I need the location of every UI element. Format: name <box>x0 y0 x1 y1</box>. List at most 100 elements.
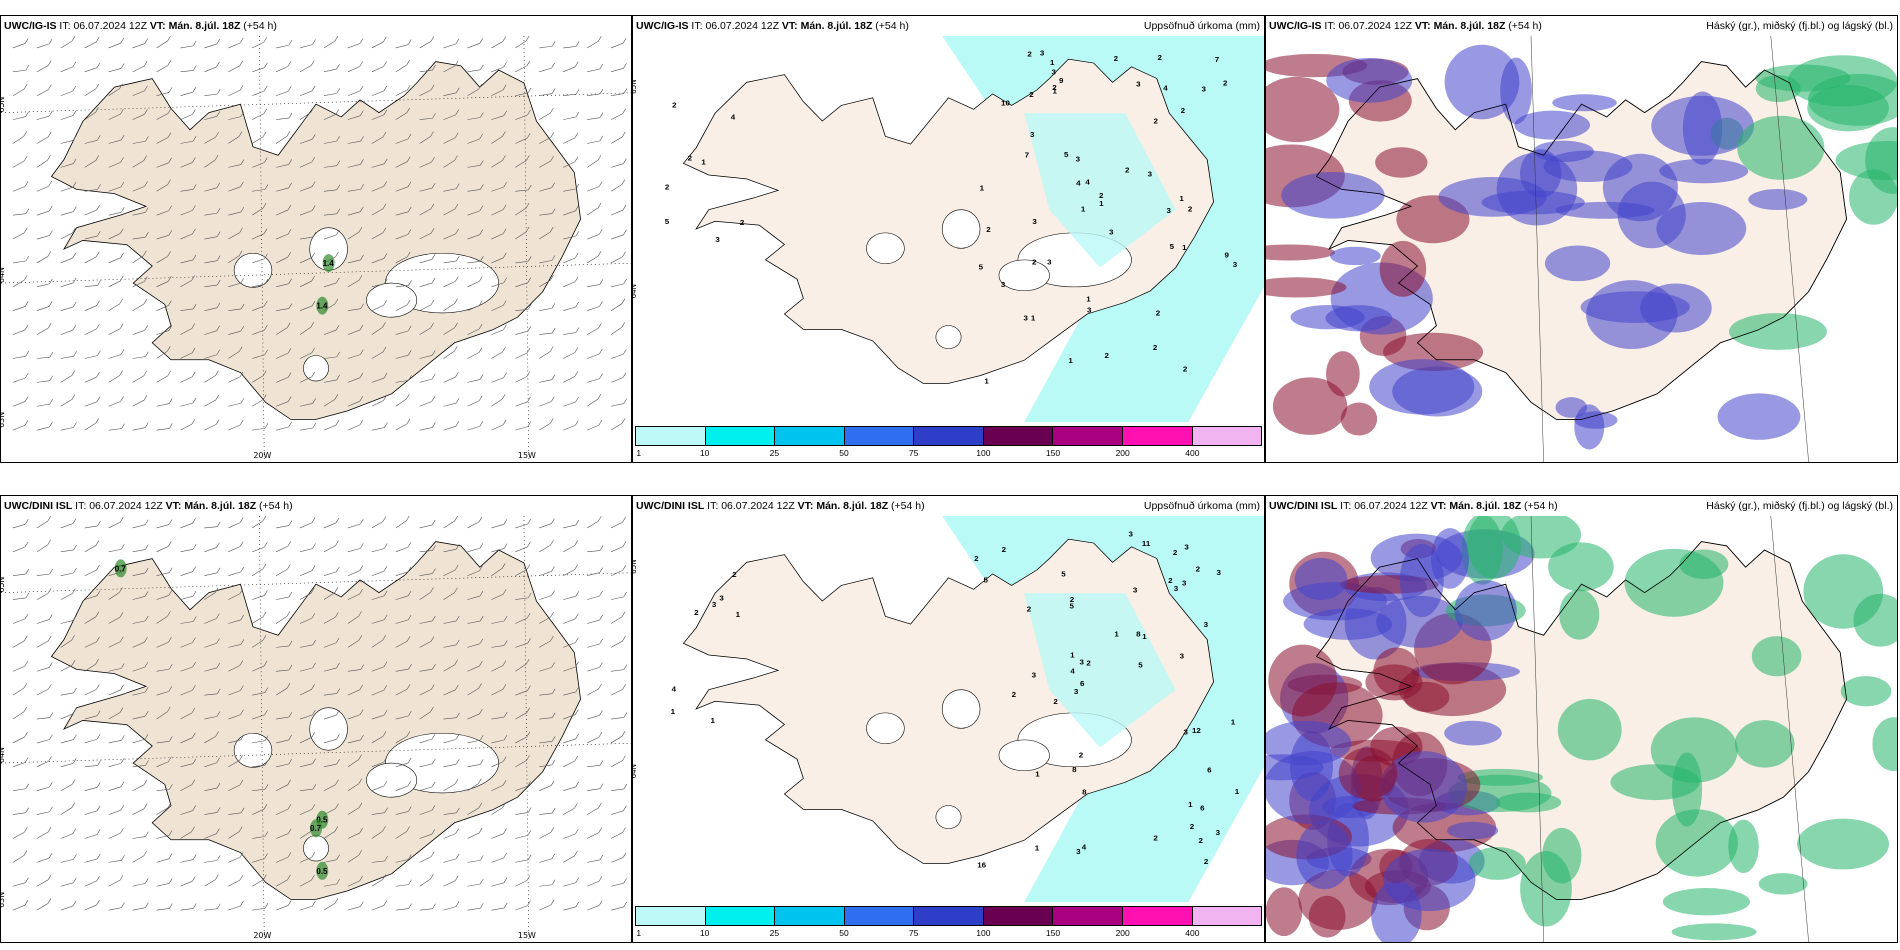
cloud-cover-area <box>1751 636 1802 677</box>
wind-barb <box>610 108 626 120</box>
wind-barb <box>60 635 75 648</box>
wind-barb <box>443 183 460 192</box>
wind-barb <box>467 778 482 791</box>
wind-barb <box>275 252 291 264</box>
wind-barb <box>276 372 292 383</box>
wind-barb <box>180 707 196 720</box>
wind-barb <box>419 851 435 863</box>
wind-barb <box>276 40 293 49</box>
precip-patch <box>322 254 335 273</box>
wind-barb <box>36 323 52 335</box>
wind-barb <box>395 59 410 73</box>
wind-barb <box>515 396 531 407</box>
wind-barb <box>156 663 173 672</box>
wind-barb <box>419 156 435 168</box>
precip-value: 9 <box>1059 76 1063 85</box>
precip-value: 1 <box>1068 356 1073 365</box>
precip-value: 8 <box>1082 788 1086 797</box>
wind-barb <box>180 303 197 312</box>
wind-barb <box>12 351 29 359</box>
legend-tick-label: 50 <box>839 928 849 938</box>
wind-barb <box>371 422 388 431</box>
wind-barb <box>60 36 76 49</box>
precip-value: 5 <box>1061 570 1066 579</box>
cloud-cover-area <box>1340 402 1378 436</box>
precip-value: 3 <box>715 236 719 245</box>
wind-barb <box>347 850 362 863</box>
wind-barb <box>467 395 483 407</box>
wind-barb <box>323 324 340 335</box>
wind-barb <box>467 827 483 839</box>
wind-barb <box>491 110 508 120</box>
precip-value: 8 <box>1136 630 1140 639</box>
wind-barb <box>539 155 554 168</box>
wind-barb <box>132 299 148 311</box>
wind-barb <box>180 275 195 288</box>
legend-swatch <box>1053 907 1123 925</box>
wind-barb <box>491 519 508 529</box>
wind-barb <box>347 588 363 600</box>
iceland-coastline <box>1315 61 1847 420</box>
precip-value: 5 <box>979 263 984 272</box>
wind-barb <box>84 107 99 120</box>
cloud-cover-area <box>1574 411 1618 429</box>
wind-barb <box>204 807 221 815</box>
wind-barb <box>563 591 579 600</box>
cloud-cover-area <box>1728 819 1759 873</box>
wind-barb <box>276 828 292 839</box>
wind-barb <box>467 421 484 431</box>
wind-barb <box>347 754 362 768</box>
precip-value: 2 <box>1032 258 1036 267</box>
precip-value: 10 <box>1001 99 1010 108</box>
wind-barb <box>371 131 387 144</box>
wind-barb <box>156 611 171 624</box>
legend-tick-label: 50 <box>839 448 849 458</box>
wind-barb <box>108 134 125 144</box>
wind-barb <box>108 587 123 600</box>
precip-value: 2 <box>732 570 736 579</box>
wind-barb <box>60 828 77 839</box>
wind-barb <box>228 734 245 744</box>
wind-barb <box>467 256 484 264</box>
wind-barb <box>156 541 172 553</box>
iceland-coastline <box>1315 541 1847 900</box>
wind-barb <box>252 203 267 216</box>
wind-barb <box>371 85 388 96</box>
wind-barb <box>467 347 483 359</box>
wind-barb <box>467 759 484 768</box>
wind-barb <box>515 755 530 768</box>
legend-tick-label: 1 <box>636 448 642 458</box>
wind-barb <box>419 568 436 577</box>
wind-barb <box>36 734 53 744</box>
wind-barb <box>156 276 172 288</box>
wind-barb <box>610 179 626 192</box>
wind-barb <box>563 276 579 288</box>
wind-barb <box>60 687 77 696</box>
wind-barb <box>395 84 411 96</box>
wind-barb <box>371 661 388 672</box>
wind-barb <box>36 516 52 529</box>
wind-barb <box>132 60 148 73</box>
precip-value: 1 <box>1231 718 1236 727</box>
wind-barb <box>587 112 604 120</box>
cloud-cover-area <box>1651 95 1755 156</box>
wind-barb <box>299 804 316 815</box>
cloud-cover-area <box>1758 873 1808 895</box>
precip-value: 3 <box>712 600 716 609</box>
legend-swatch <box>914 427 984 445</box>
wind-barb <box>467 229 483 240</box>
wind-barb <box>563 205 579 216</box>
wind-barb <box>443 587 458 600</box>
wind-barb <box>419 706 434 720</box>
wind-barb <box>180 65 197 73</box>
wind-barb <box>563 132 579 144</box>
precip-value: 2 <box>1125 166 1129 175</box>
wind-barb <box>419 277 436 288</box>
precip-value: 6 <box>1200 804 1204 813</box>
wind-barb <box>180 205 196 216</box>
wind-barb <box>443 60 459 73</box>
wind-barb <box>276 159 292 168</box>
wind-barb <box>299 851 316 863</box>
wind-barb <box>132 687 149 696</box>
wind-barb <box>395 181 412 192</box>
